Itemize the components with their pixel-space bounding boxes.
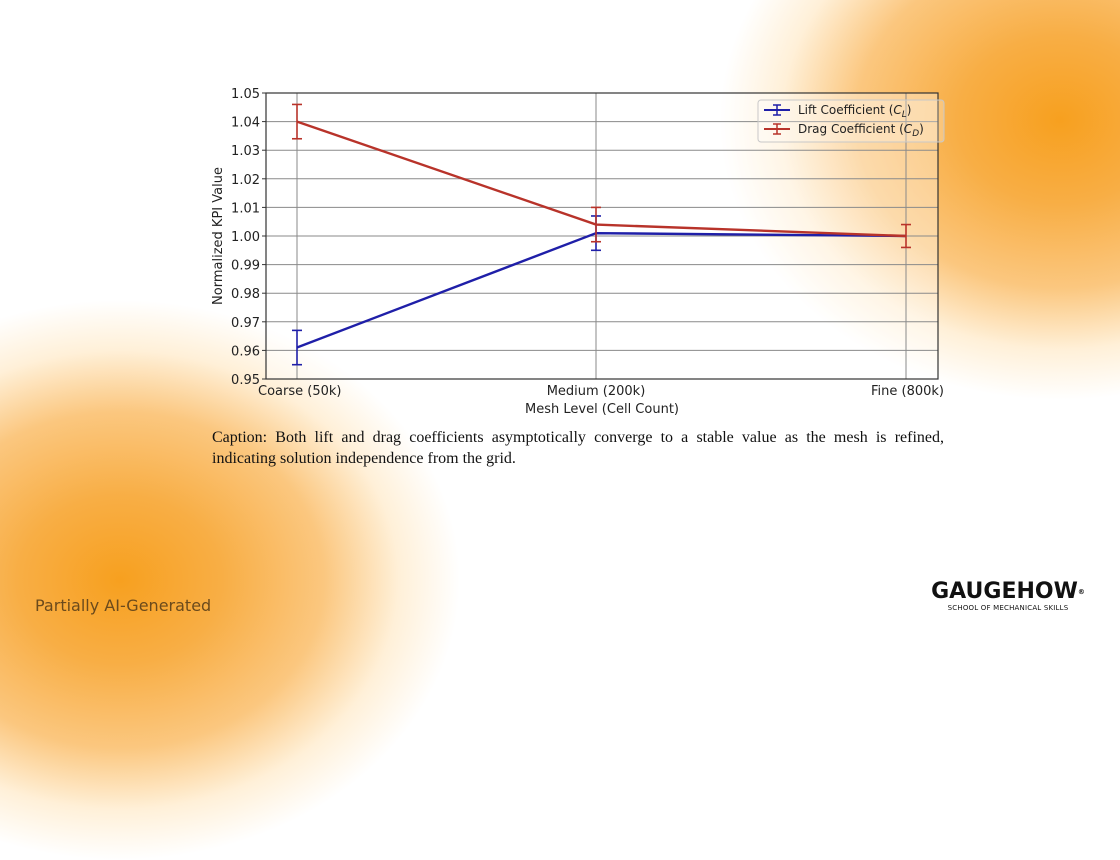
- registered-mark: ®: [1077, 588, 1085, 596]
- x-axis-label: Mesh Level (Cell Count): [525, 402, 679, 417]
- y-tick-label: 1.03: [231, 144, 260, 159]
- y-tick-label: 0.97: [231, 316, 260, 331]
- y-tick-label: 0.98: [231, 287, 260, 302]
- y-tick-label: 1.05: [231, 87, 260, 102]
- x-tick-label: Fine (800k): [871, 384, 944, 399]
- legend-label: Drag Coefficient (CD): [798, 122, 924, 139]
- logo-tagline: SCHOOL OF MECHANICAL SKILLS: [947, 604, 1069, 612]
- chart-series: [292, 103, 911, 366]
- figure-caption: Caption: Both lift and drag coefficients…: [212, 429, 944, 467]
- y-tick-label: 0.99: [231, 259, 260, 274]
- gaugehow-logo: GAUGEHOW® SCHOOL OF MECHANICAL SKILLS: [928, 580, 1088, 613]
- legend-label: Lift Coefficient (CL): [798, 103, 911, 120]
- legend-box: [757, 99, 945, 143]
- x-tick-label: Coarse (50k): [258, 384, 341, 399]
- logo-wordmark: GAUGEHOW®: [928, 580, 1088, 604]
- y-tick-label: 0.96: [231, 344, 260, 359]
- chart-axes: 0.95 0.96 0.97 0.98 0.99 1.00 1.01 1.02 1.03 1.04…: [231, 87, 944, 399]
- logo-text: GAUGEHOW: [931, 579, 1078, 604]
- y-axis-label: Normalized KPI Value: [211, 167, 226, 305]
- y-tick-label: 1.00: [231, 230, 260, 245]
- y-tick-label: 0.95: [231, 373, 260, 388]
- chart-legend: Lift Coefficient (CL) Drag Coefficient (C…: [757, 99, 945, 143]
- y-tick-label: 1.02: [231, 173, 260, 188]
- plot-frame: [265, 92, 939, 380]
- ai-generated-note: Partially AI-Generated: [35, 596, 212, 615]
- x-tick-label: Medium (200k): [547, 384, 646, 399]
- mesh-convergence-chart: 0.95 0.96 0.97 0.98 0.99 1.00 1.01 1.02 1.03 1.04…: [211, 87, 945, 417]
- y-tick-label: 1.01: [231, 201, 260, 216]
- y-tick-label: 1.04: [231, 116, 260, 131]
